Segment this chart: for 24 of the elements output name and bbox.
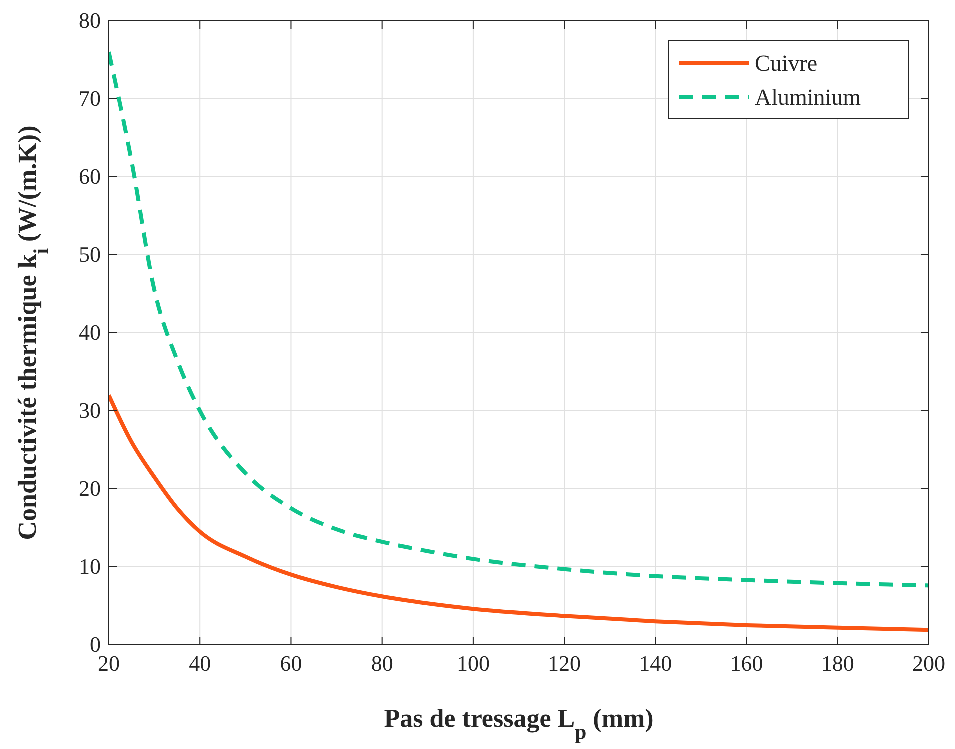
x-tick-label: 160	[730, 651, 764, 676]
y-tick-label: 30	[79, 398, 101, 423]
x-tick-label: 120	[548, 651, 582, 676]
y-tick-label: 10	[79, 554, 101, 579]
x-tick-label: 100	[456, 651, 490, 676]
legend-label: Aluminium	[755, 85, 862, 110]
y-tick-label: 50	[79, 242, 101, 267]
x-tick-label: 80	[371, 651, 394, 676]
x-tick-label: 140	[639, 651, 672, 676]
line-series	[109, 50, 929, 588]
x-tick-label: 200	[912, 651, 946, 676]
y-tick-label: 40	[79, 320, 101, 345]
x-tick-label: 180	[821, 651, 854, 676]
x-tick-label: 60	[280, 651, 302, 676]
y-tick-label: 60	[79, 164, 101, 189]
y-tick-label: 20	[79, 476, 101, 501]
line-series	[109, 393, 929, 632]
y-tick-label: 0	[90, 632, 101, 657]
x-axis-title: Pas de tressage L$_{p}$ (mm)	[384, 704, 654, 744]
legend-label: Cuivre	[755, 51, 818, 76]
x-tick-label: 40	[189, 651, 212, 676]
y-tick-label: 70	[79, 86, 101, 111]
y-tick-label: 80	[79, 8, 101, 33]
x-tick-label: 20	[98, 651, 120, 676]
